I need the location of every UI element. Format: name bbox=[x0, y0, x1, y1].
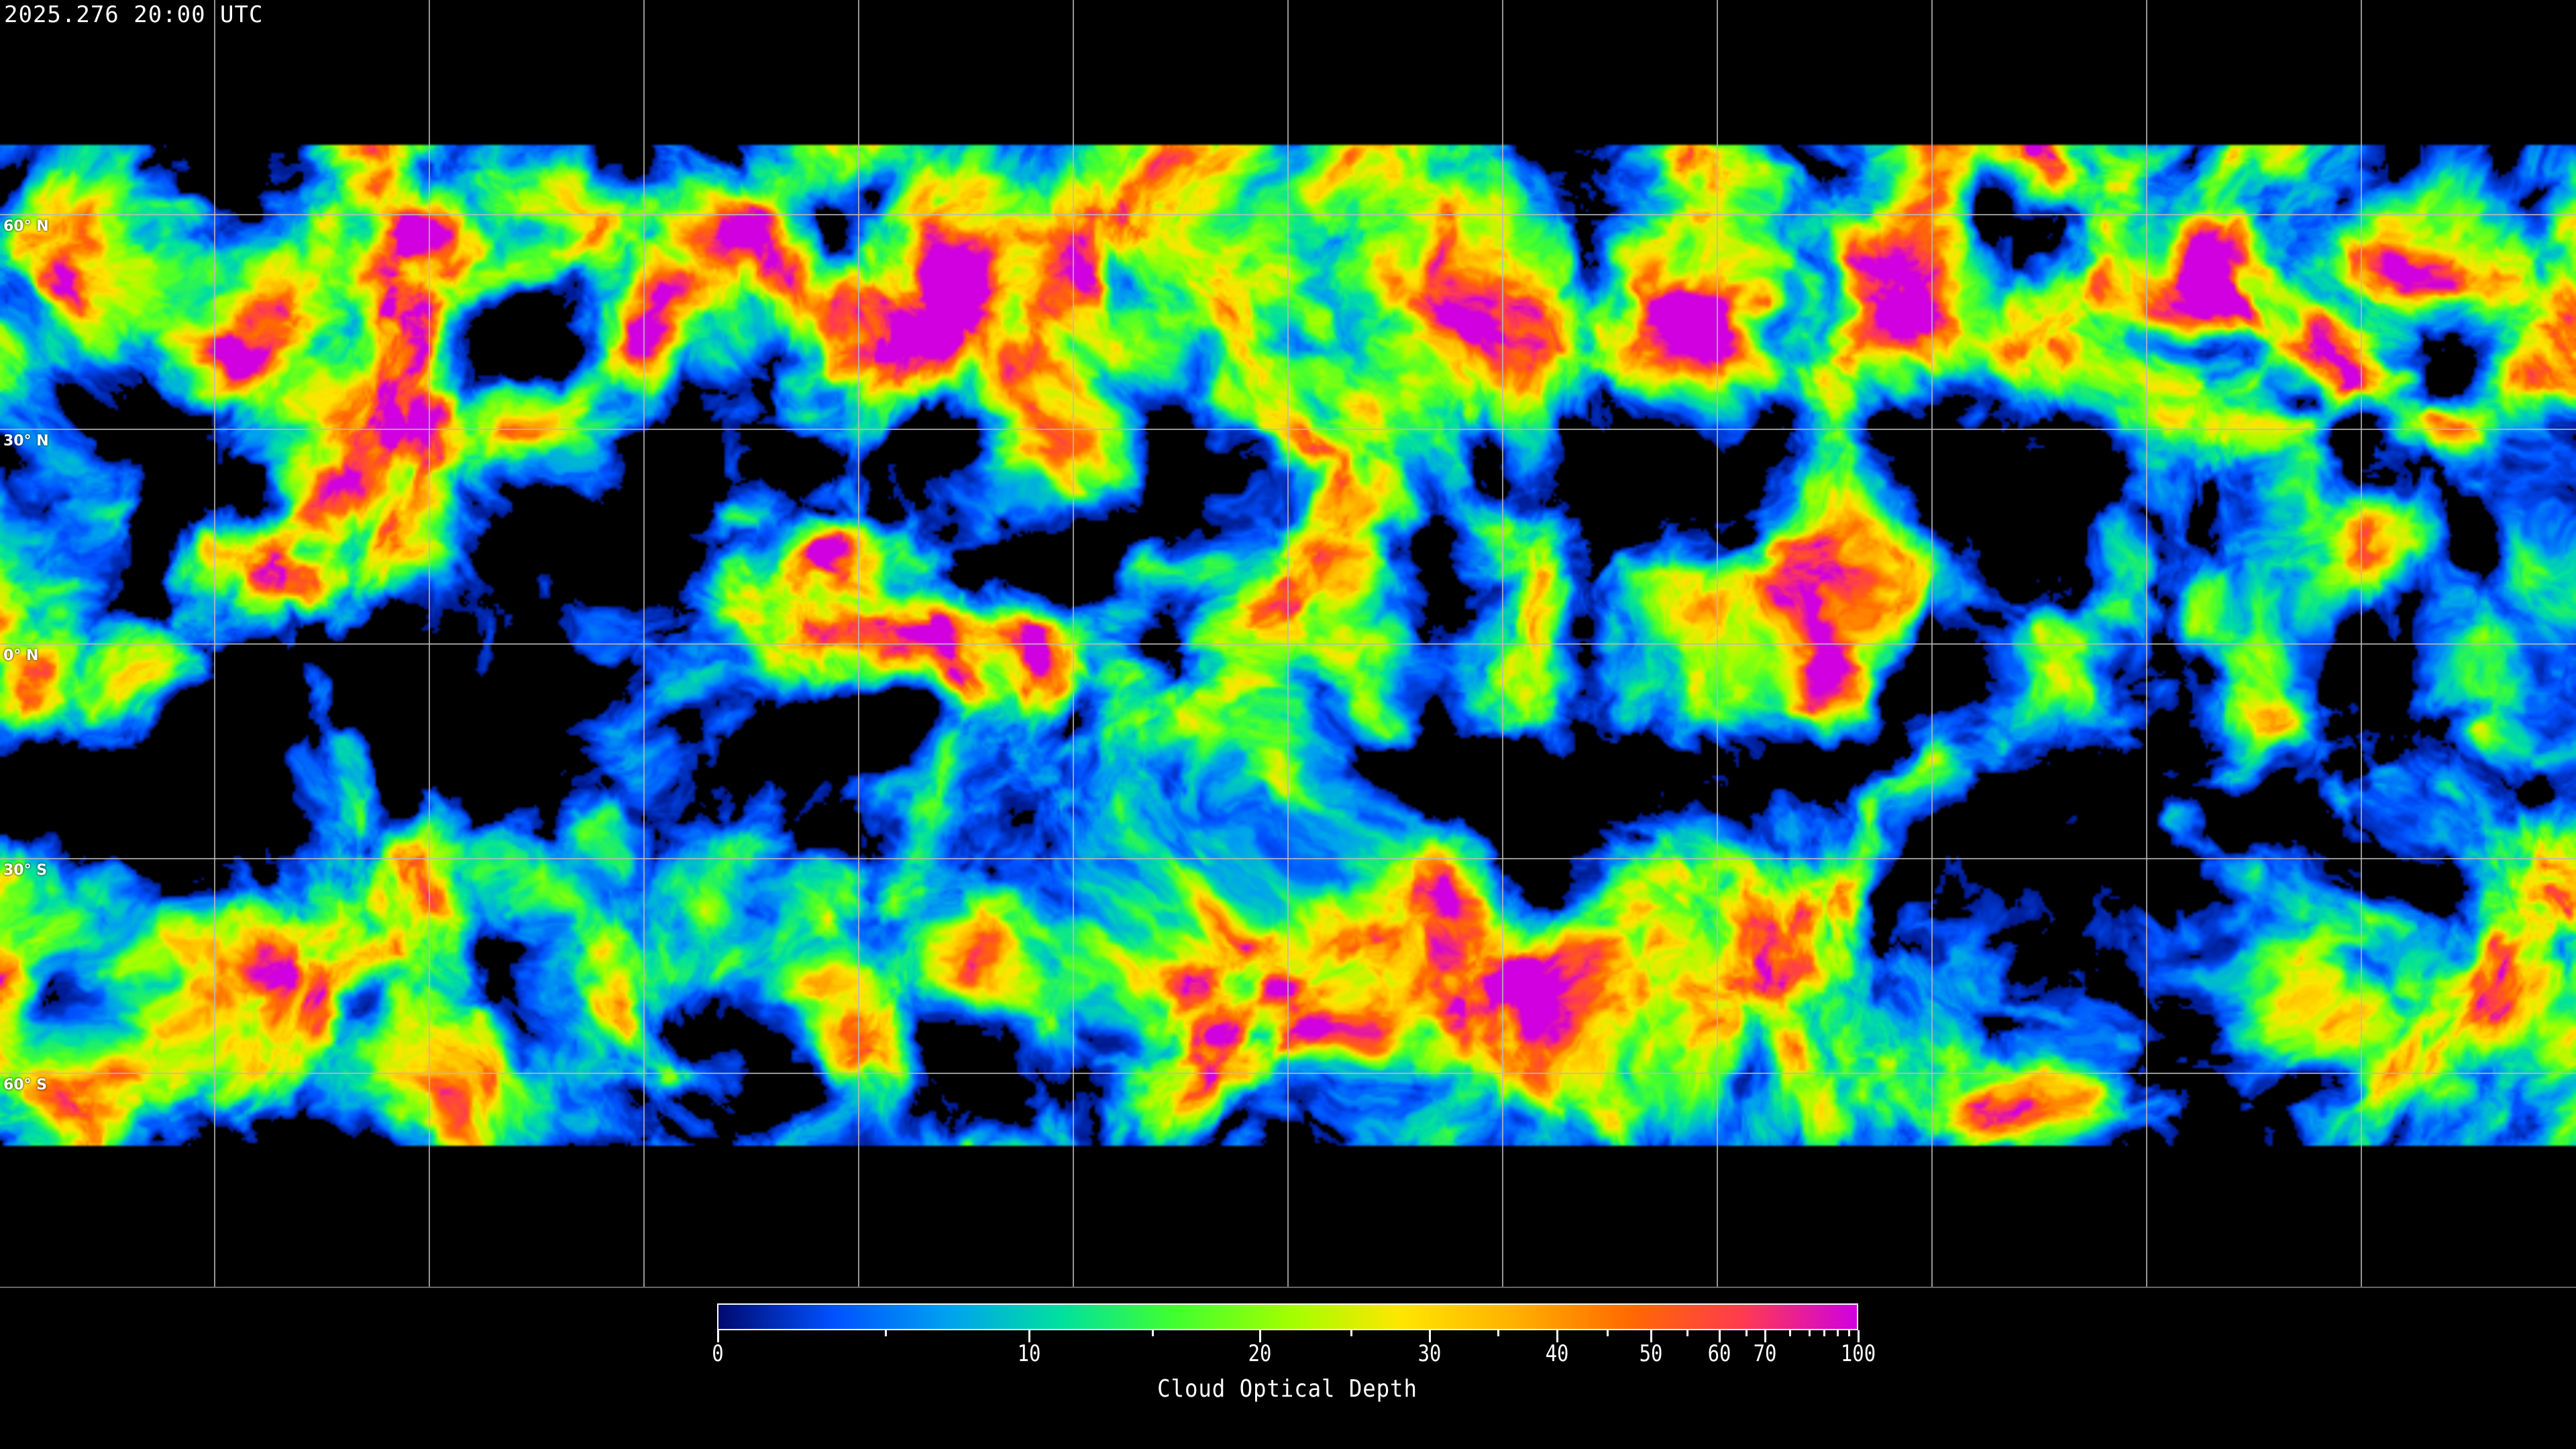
map-bottom-border bbox=[0, 1287, 2576, 1288]
colorbar-tick-label: 60 bbox=[1707, 1340, 1731, 1367]
timestamp-title: 2025.276 20:00 UTC bbox=[4, 1, 264, 28]
lat-lon-grid bbox=[0, 0, 2576, 1288]
colorbar-minor-tick bbox=[884, 1330, 887, 1336]
colorbar-major-tick bbox=[1428, 1330, 1431, 1342]
colorbar-minor-tick bbox=[1837, 1330, 1839, 1336]
colorbar-minor-tick bbox=[1686, 1330, 1688, 1336]
lat-label-30s: 30° S bbox=[3, 862, 48, 879]
colorbar-minor-tick bbox=[1789, 1330, 1791, 1336]
colorbar-minor-tick bbox=[1151, 1330, 1154, 1336]
colorbar-major-tick bbox=[1556, 1330, 1559, 1342]
colorbar-major-tick bbox=[717, 1330, 719, 1342]
colorbar-minor-tick bbox=[1497, 1330, 1499, 1336]
colorbar-tick-label: 30 bbox=[1417, 1340, 1442, 1367]
lat-label-60s: 60° S bbox=[3, 1077, 48, 1093]
lat-label-30n: 30° N bbox=[3, 433, 49, 449]
colorbar-tick-label: 10 bbox=[1017, 1340, 1041, 1367]
colorbar-minor-tick bbox=[1607, 1330, 1609, 1336]
colorbar-tick-label: 100 bbox=[1840, 1340, 1876, 1367]
colorbar-minor-tick bbox=[1848, 1330, 1851, 1336]
colorbar-label: Cloud Optical Depth bbox=[1157, 1375, 1417, 1403]
colorbar bbox=[717, 1303, 1858, 1330]
colorbar-major-tick bbox=[1858, 1330, 1860, 1342]
colorbar-minor-tick bbox=[1746, 1330, 1748, 1336]
lat-label-60n: 60° N bbox=[3, 218, 49, 235]
colorbar-major-tick bbox=[1028, 1330, 1031, 1342]
colorbar-tick-label: 0 bbox=[712, 1340, 724, 1367]
colorbar-major-tick bbox=[1258, 1330, 1261, 1342]
colorbar-tick-label: 70 bbox=[1753, 1340, 1776, 1367]
colorbar-major-tick bbox=[1764, 1330, 1766, 1342]
colorbar-tick-label: 20 bbox=[1248, 1340, 1271, 1367]
colorbar-tick-label: 50 bbox=[1639, 1340, 1662, 1367]
colorbar-major-tick bbox=[1650, 1330, 1652, 1342]
colorbar-minor-tick bbox=[1823, 1330, 1825, 1336]
colorbar-major-tick bbox=[1718, 1330, 1721, 1342]
colorbar-minor-tick bbox=[1808, 1330, 1811, 1336]
colorbar-tick-label: 40 bbox=[1545, 1340, 1569, 1367]
colorbar-minor-tick bbox=[1350, 1330, 1352, 1336]
lat-label-0: 0° N bbox=[3, 647, 39, 664]
